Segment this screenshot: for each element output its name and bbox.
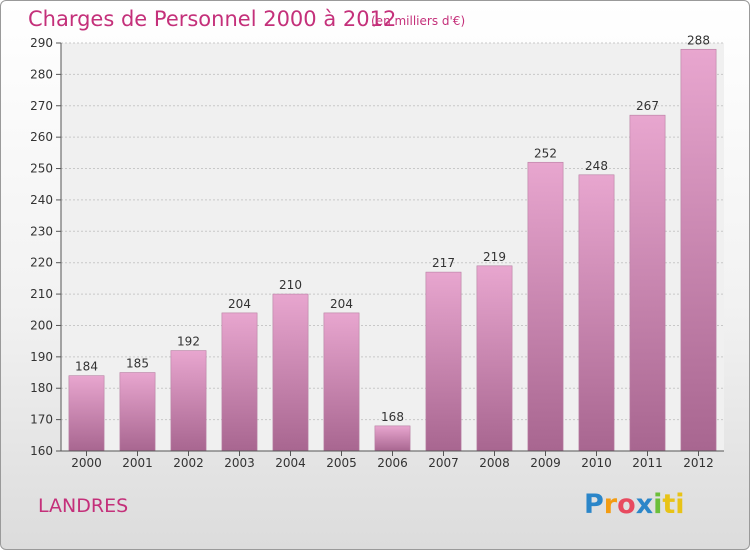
x-tick-label: 2002 (173, 456, 204, 470)
x-tick-label: 2010 (581, 456, 612, 470)
gridlines (61, 42, 724, 452)
bar-value-label: 204 (330, 297, 353, 311)
y-tick-label: 250 (30, 162, 53, 176)
bar-value-label: 210 (279, 278, 302, 292)
x-tick-label: 2012 (683, 456, 714, 470)
x-tick-label: 2000 (71, 456, 102, 470)
bar (476, 265, 513, 452)
bar-value-label: 252 (534, 146, 557, 160)
x-tick-label: 2003 (224, 456, 255, 470)
bar (170, 350, 207, 452)
logo-letter: o (617, 489, 636, 520)
logo-letter: i (653, 489, 663, 520)
bar-value-label: 204 (228, 297, 251, 311)
y-tick-label: 280 (30, 67, 53, 81)
y-tick-label: 240 (30, 193, 53, 207)
y-tick-label: 290 (30, 36, 53, 50)
x-tick-label: 2009 (530, 456, 561, 470)
x-tick-label: 2005 (326, 456, 357, 470)
bar-value-label: 267 (636, 99, 659, 113)
y-tick-label: 220 (30, 256, 53, 270)
x-tick-label: 2011 (632, 456, 663, 470)
y-tick-label: 200 (30, 318, 53, 332)
bars: 184 185 192 204 210 204 168 217 219 252 248 267 288 (68, 33, 717, 452)
y-tick-label: 210 (30, 287, 53, 301)
bar-value-label: 217 (432, 256, 455, 270)
bar-value-label: 168 (381, 410, 404, 424)
bar (527, 161, 564, 452)
axes: 160 170 180 190 200 210 220 230 240 250 260 270 280 2… (30, 36, 724, 470)
bar-value-label: 248 (585, 159, 608, 173)
x-tick-label: 2004 (275, 456, 306, 470)
bar-value-label: 219 (483, 250, 506, 264)
bar (221, 312, 258, 452)
chart-subtitle: (en milliers d'€) (371, 14, 466, 28)
bar (578, 174, 615, 452)
y-tick-label: 190 (30, 350, 53, 364)
x-tick-label: 2006 (377, 456, 408, 470)
y-tick-label: 170 (30, 413, 53, 427)
x-tick-label: 2007 (428, 456, 459, 470)
bar (68, 375, 105, 452)
chart-title: Charges de Personnel 2000 à 2012 (28, 7, 397, 31)
bar-value-label: 184 (75, 360, 98, 374)
y-tick-label: 270 (30, 99, 53, 113)
bar-value-label: 192 (177, 335, 200, 349)
commune-name: LANDRES (38, 495, 129, 517)
bar-value-label: 185 (126, 357, 149, 371)
bar (272, 293, 309, 452)
logo-letter: P (584, 489, 604, 520)
bar-value-label: 288 (687, 33, 710, 47)
x-tick-label: 2001 (122, 456, 153, 470)
logo-letter: r (603, 489, 618, 520)
y-tick-label: 260 (30, 130, 53, 144)
bar (629, 114, 666, 452)
y-tick-label: 160 (30, 444, 53, 458)
bar (680, 48, 717, 452)
y-tick-label: 230 (30, 224, 53, 238)
plot-area (61, 43, 724, 451)
x-tick-label: 2008 (479, 456, 510, 470)
y-tick-label: 180 (30, 381, 53, 395)
bar (323, 312, 360, 452)
logo-letter: x (635, 489, 654, 520)
bar (425, 271, 462, 452)
bar (119, 372, 156, 452)
bar (374, 425, 411, 452)
proxiti-logo: Proxiti (584, 489, 685, 520)
logo-letter: ti (662, 489, 685, 520)
